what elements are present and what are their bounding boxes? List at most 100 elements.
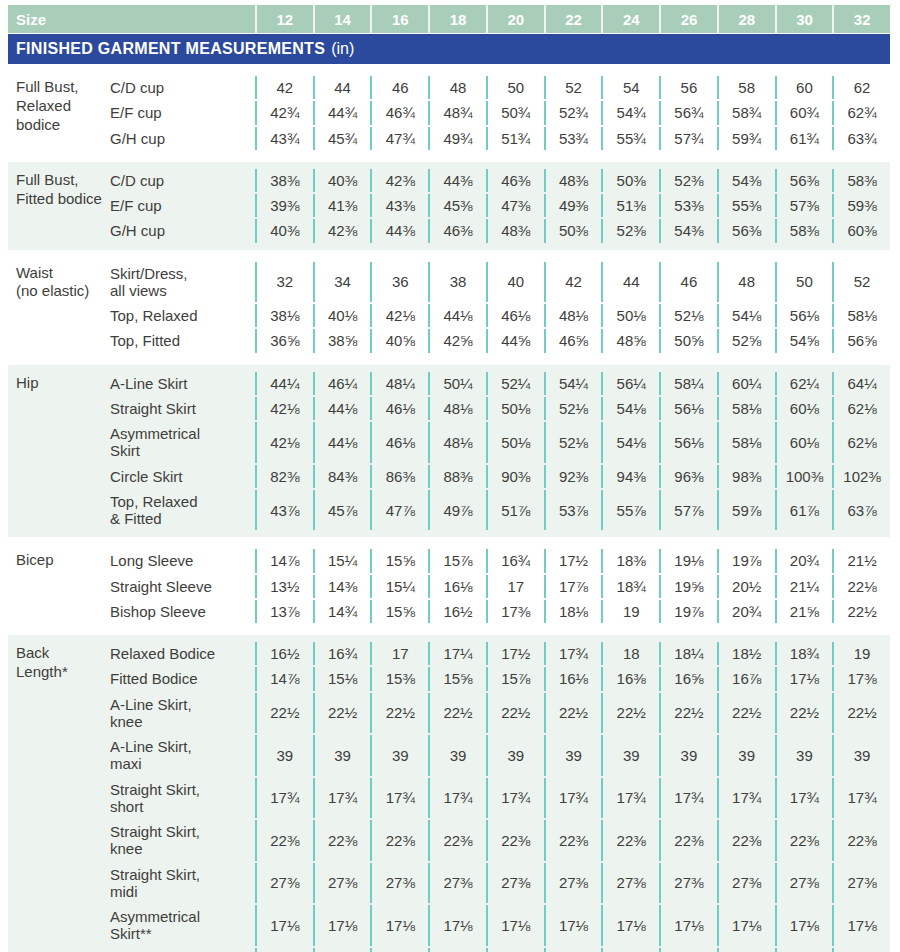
- value-cell: 25: [601, 948, 659, 952]
- measurement-sections: Full Bust, Relaxed bodiceC/D cup42444648…: [8, 69, 890, 952]
- table-row: Straight Skirt, short17¾17¾17¾17¾17¾17¾1…: [110, 777, 890, 820]
- table-row: Bishop Sleeve13⅞14¾15⅝16½17⅜18⅛1919⅞20¾2…: [110, 599, 890, 624]
- value-cell: 50: [775, 262, 833, 303]
- value-cell: 39: [601, 735, 659, 776]
- value-cell: 98⅜: [717, 465, 775, 488]
- table-row: Asymmetrical Skirt**17⅛17⅛17⅛17⅛17⅛17⅛17…: [110, 904, 890, 947]
- value-cell: 17¾: [370, 778, 428, 819]
- value-cell: 18½: [717, 642, 775, 665]
- value-cell: 25: [255, 948, 313, 952]
- value-cell: 42⅜: [313, 219, 371, 242]
- value-cell: 44¼: [255, 372, 313, 395]
- value-cell: 62¾: [832, 101, 890, 124]
- row-label: Top, Relaxed & Fitted: [110, 490, 255, 531]
- value-cell: 41⅜: [313, 194, 371, 217]
- value-cell: 55⅜: [717, 194, 775, 217]
- value-cell: 90⅜: [486, 465, 544, 488]
- row-label: A-Line Skirt, maxi: [110, 735, 255, 776]
- value-cell: 52⅜: [659, 169, 717, 192]
- table-title: FINISHED GARMENT MEASUREMENTS: [16, 40, 325, 58]
- size-column-header: 30: [775, 5, 833, 33]
- table-row: A-Line Skirt, knee22½22½22½22½22½22½22½2…: [110, 692, 890, 735]
- row-label: Asymmetrical Skirt: [110, 422, 255, 463]
- value-cell: 50⅛: [601, 304, 659, 327]
- value-cell: 25: [544, 948, 602, 952]
- value-cell: 52: [544, 76, 602, 99]
- value-cell: 52⅝: [717, 329, 775, 352]
- row-label: Straight Skirt: [110, 397, 255, 420]
- value-cell: 46¾: [370, 101, 428, 124]
- value-cell: 14⅜: [313, 575, 371, 598]
- table-row: Straight Skirt, midi27⅜27⅜27⅜27⅜27⅜27⅜27…: [110, 862, 890, 905]
- value-cell: 15¼: [370, 575, 428, 598]
- value-cell: 46⅛: [370, 397, 428, 420]
- table-title-unit: (in): [331, 40, 354, 58]
- value-cell: 56⅝: [832, 329, 890, 352]
- value-cell: 60: [775, 76, 833, 99]
- value-cell: 25: [717, 948, 775, 952]
- value-cell: 39: [717, 735, 775, 776]
- value-cell: 50¼: [428, 372, 486, 395]
- value-cell: 21⅝: [775, 600, 833, 623]
- value-cell: 15⅛: [313, 667, 371, 690]
- row-label: Straight Sleeve: [110, 575, 255, 598]
- value-cell: 16⅜: [601, 667, 659, 690]
- value-cell: 59⅜: [832, 194, 890, 217]
- value-cell: 50: [486, 76, 544, 99]
- size-column-header: 32: [832, 5, 890, 33]
- value-cell: 22½: [255, 693, 313, 734]
- value-cell: 48⅛: [428, 397, 486, 420]
- table-row: Long Sleeve14⅞15¼15⅝15⅞16¾17½18⅜19⅛19⅞20…: [110, 548, 890, 573]
- row-label: E/F cup: [110, 101, 255, 124]
- value-cell: 27⅜: [370, 863, 428, 904]
- value-cell: 16¾: [486, 549, 544, 572]
- row-label: Fitted Bodice: [110, 667, 255, 690]
- section-waist-no-elastic: Waist (no elastic)Skirt/Dress, all views…: [8, 255, 890, 360]
- value-cell: 56⅛: [775, 304, 833, 327]
- value-cell: 42⅛: [255, 422, 313, 463]
- value-cell: 19⅛: [659, 549, 717, 572]
- size-column-header: 16: [370, 5, 428, 33]
- value-cell: 17¾: [544, 642, 602, 665]
- value-cell: 57⅞: [659, 490, 717, 531]
- value-cell: 82⅜: [255, 465, 313, 488]
- value-cell: 17: [370, 642, 428, 665]
- value-cell: 17¾: [255, 778, 313, 819]
- row-label: G/H cup: [110, 127, 255, 150]
- value-cell: 40⅜: [255, 219, 313, 242]
- value-cell: 17¾: [428, 778, 486, 819]
- value-cell: 22⅜: [255, 820, 313, 861]
- section-full-bust-relaxed-bodice: Full Bust, Relaxed bodiceC/D cup42444648…: [8, 69, 890, 157]
- value-cell: 47⅞: [370, 490, 428, 531]
- value-cell: 44⅜: [370, 219, 428, 242]
- table-row: Straight Skirt42⅛44⅛46⅛48⅛50⅛52⅛54⅛56⅛58…: [110, 396, 890, 421]
- value-cell: 51⅜: [601, 194, 659, 217]
- value-cell: 43⅜: [370, 194, 428, 217]
- table-row: Top, Fitted36⅝38⅝40⅝42⅝44⅝46⅝48⅝50⅝52⅝54…: [110, 328, 890, 353]
- value-cell: 56⅛: [659, 422, 717, 463]
- value-cell: 22⅜: [544, 820, 602, 861]
- value-cell: 53⅞: [544, 490, 602, 531]
- value-cell: 56⅜: [717, 219, 775, 242]
- value-cell: 15⅝: [370, 549, 428, 572]
- section-hip: HipA-Line Skirt44¼46¼48¼50¼52¼54¼56¼58¼6…: [8, 365, 890, 538]
- value-cell: 46⅜: [486, 169, 544, 192]
- table-row: A-Line Skirt, maxi3939393939393939393939: [110, 734, 890, 777]
- value-cell: 22½: [428, 693, 486, 734]
- value-cell: 15⅞: [486, 667, 544, 690]
- value-cell: 27⅜: [659, 863, 717, 904]
- section-label: Bicep: [8, 548, 110, 624]
- value-cell: 44⅝: [486, 329, 544, 352]
- value-cell: 39: [313, 735, 371, 776]
- value-cell: 51⅞: [486, 490, 544, 531]
- value-cell: 17⅛: [370, 905, 428, 946]
- size-column-header: 18: [428, 5, 486, 33]
- value-cell: 13½: [255, 575, 313, 598]
- value-cell: 18⅛: [544, 600, 602, 623]
- value-cell: 39: [659, 735, 717, 776]
- table-row: Circle Skirt2525252525252525252525: [110, 947, 890, 952]
- value-cell: 55⅞: [601, 490, 659, 531]
- value-cell: 42: [544, 262, 602, 303]
- value-cell: 20½: [717, 575, 775, 598]
- section-label: Back Length*: [8, 641, 110, 952]
